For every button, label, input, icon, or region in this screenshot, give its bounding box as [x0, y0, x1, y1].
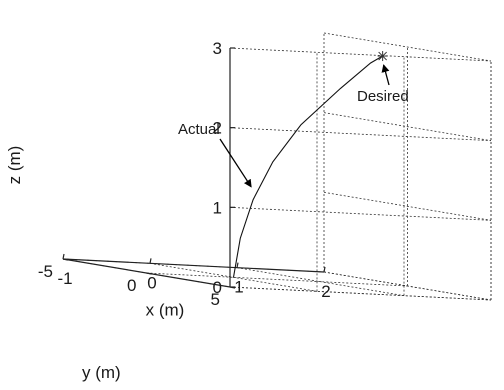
z-axis-label: z (m) — [5, 146, 24, 185]
annotation-actual-label: Actual — [178, 121, 220, 138]
grid-line-floor-x — [236, 267, 405, 297]
axis-lines — [62, 47, 326, 289]
x-tick-label: 1 — [234, 278, 243, 297]
x-axis-line — [62, 258, 325, 273]
x-tick-mark — [323, 266, 326, 273]
y-tick-mark — [146, 272, 152, 275]
z-tick-label: 1 — [213, 198, 222, 217]
data-layer — [232, 51, 388, 278]
grid-line-back-z — [229, 206, 492, 221]
grid-line-side-z — [323, 32, 492, 62]
grid-line-floor-x — [149, 262, 318, 292]
grid-line-side-z — [323, 112, 492, 142]
y-tick-mark — [229, 286, 236, 289]
annotation-actual-arrow — [219, 138, 252, 188]
y-tick-mark — [62, 258, 69, 261]
x-tick-label: 0 — [147, 273, 156, 292]
trajectory-line — [232, 55, 383, 278]
x-tick-label: 2 — [321, 282, 330, 301]
annotation-desired-arrow — [381, 64, 390, 86]
x-tick-mark — [62, 253, 65, 260]
y-tick-label: -5 — [38, 262, 53, 281]
x-tick-label: -1 — [57, 269, 72, 288]
z-tick-label: 3 — [213, 39, 222, 58]
grid-lines — [62, 32, 492, 301]
grid-line-side-z — [323, 191, 492, 221]
y-tick-label: 5 — [211, 290, 220, 309]
grid-line-back-z — [229, 127, 492, 142]
marker-stroke — [378, 51, 387, 61]
annotations: Actual Desired — [178, 64, 409, 188]
grid-line-floor-y — [229, 286, 492, 301]
grid-line-back-z — [229, 47, 492, 62]
y-axis-label: y (m) — [82, 363, 121, 382]
grid-line-floor-y — [146, 272, 408, 287]
desired-point-marker — [377, 51, 388, 62]
z-tick-label: 0 — [213, 278, 222, 297]
x-tick-mark — [236, 262, 239, 268]
z-tick-label: 2 — [213, 119, 222, 138]
y-tick-label: 0 — [127, 276, 136, 295]
x-axis-label: x (m) — [146, 300, 185, 319]
x-tick-mark — [149, 258, 152, 264]
annotation-desired-label: Desired — [357, 88, 409, 105]
